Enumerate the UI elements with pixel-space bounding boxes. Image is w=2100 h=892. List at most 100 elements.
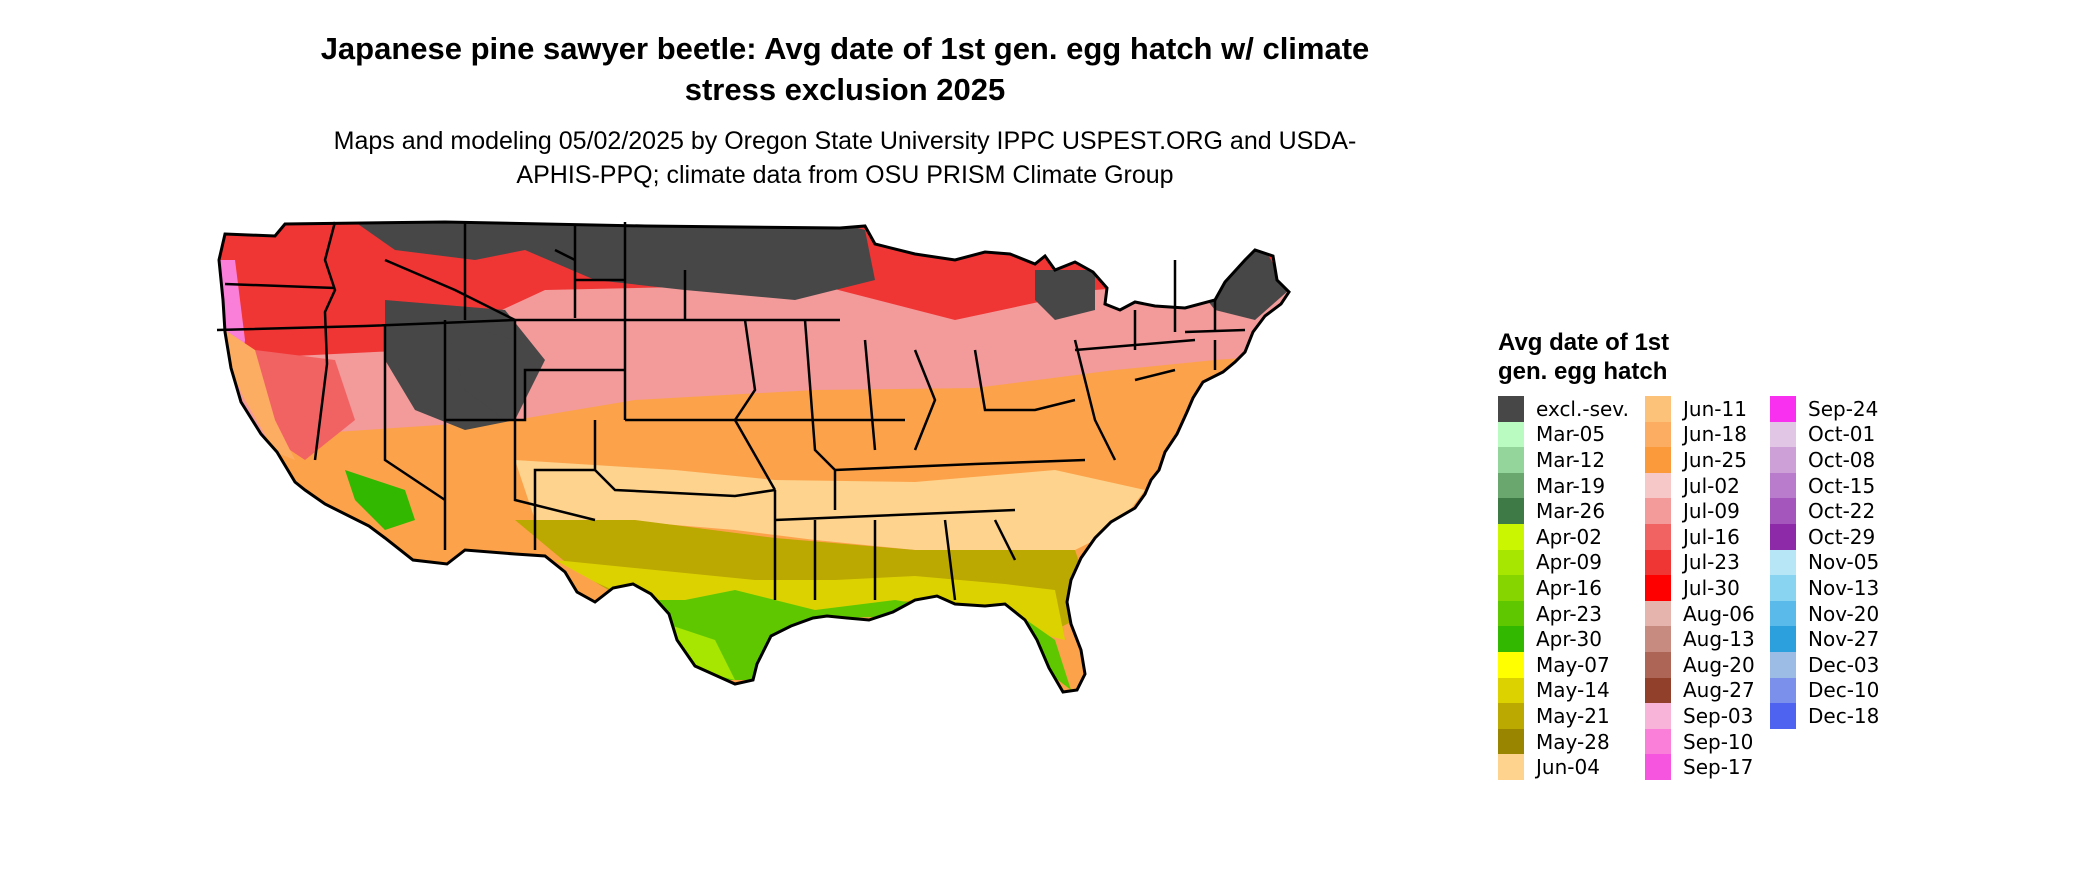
legend-item: May-21 xyxy=(1498,703,1645,729)
legend-swatch xyxy=(1770,600,1796,627)
legend-item: Nov-13 xyxy=(1770,575,1895,601)
legend-label: excl.-sev. xyxy=(1536,396,1629,421)
legend-swatch xyxy=(1645,600,1671,627)
legend-swatch xyxy=(1645,421,1671,448)
map-subtitle: Maps and modeling 05/02/2025 by Oregon S… xyxy=(333,127,1357,189)
legend-label: May-14 xyxy=(1536,678,1610,703)
legend-item: Dec-10 xyxy=(1770,677,1895,704)
legend-item: Jul-23 xyxy=(1645,549,1770,576)
legend-swatch xyxy=(1770,421,1796,448)
legend-swatch xyxy=(1770,472,1796,499)
legend-item: Oct-01 xyxy=(1770,421,1895,448)
legend-label: Nov-27 xyxy=(1808,627,1880,652)
legend-label: Jul-23 xyxy=(1683,550,1740,575)
legend-label: Nov-13 xyxy=(1808,575,1880,600)
legend-label: Apr-30 xyxy=(1536,627,1602,652)
legend-item: May-07 xyxy=(1498,651,1645,678)
legend-title: Avg date of 1st gen. egg hatch xyxy=(1498,329,1670,385)
legend-swatch xyxy=(1770,703,1796,729)
legend-item: May-28 xyxy=(1498,728,1645,755)
legend-swatch xyxy=(1645,651,1671,678)
legend-label: Aug-13 xyxy=(1683,627,1755,652)
legend-swatch xyxy=(1498,447,1524,473)
legend-item: Mar-26 xyxy=(1498,498,1645,524)
legend-item: Jul-16 xyxy=(1645,523,1770,550)
legend-swatch xyxy=(1645,703,1671,729)
legend-swatch xyxy=(1498,472,1524,499)
legend-swatch xyxy=(1645,626,1671,652)
legend-label: May-21 xyxy=(1536,703,1610,728)
legend-item: Oct-08 xyxy=(1770,447,1895,473)
legend-swatch xyxy=(1645,677,1671,704)
legend-label: Nov-05 xyxy=(1808,550,1880,575)
legend-label: May-07 xyxy=(1536,652,1610,677)
legend-label: Sep-17 xyxy=(1683,755,1754,780)
legend-item: Dec-18 xyxy=(1770,703,1895,729)
legend-item: Aug-06 xyxy=(1645,600,1770,627)
legend-item: Sep-24 xyxy=(1770,396,1895,422)
legend-swatch xyxy=(1645,575,1671,601)
legend-item: Jul-09 xyxy=(1645,498,1770,524)
legend-label: Jun-11 xyxy=(1683,396,1747,421)
legend-swatch xyxy=(1498,396,1524,422)
legend-swatch xyxy=(1770,396,1796,422)
legend-swatch xyxy=(1498,498,1524,524)
legend-label: Nov-20 xyxy=(1808,601,1880,626)
legend-swatch xyxy=(1645,728,1671,755)
legend-item: Sep-10 xyxy=(1645,728,1770,755)
legend-label: Dec-18 xyxy=(1808,703,1880,728)
legend-swatch xyxy=(1770,498,1796,524)
legend-label: Apr-23 xyxy=(1536,601,1602,626)
legend-swatch xyxy=(1498,677,1524,704)
legend-label: Sep-24 xyxy=(1808,396,1879,421)
legend-swatch xyxy=(1645,472,1671,499)
legend-item: Aug-27 xyxy=(1645,677,1770,704)
legend-item: Mar-05 xyxy=(1498,421,1645,448)
legend-label: Sep-03 xyxy=(1683,703,1754,728)
legend-label: Mar-12 xyxy=(1536,447,1606,472)
legend-label: Jul-02 xyxy=(1683,473,1740,498)
legend-item: Apr-02 xyxy=(1498,523,1645,550)
legend-label: May-28 xyxy=(1536,729,1610,754)
legend-item: Sep-17 xyxy=(1645,754,1770,780)
legend-item: Nov-05 xyxy=(1770,549,1895,576)
legend-item: Apr-23 xyxy=(1498,600,1645,627)
legend-label: Jul-30 xyxy=(1683,575,1740,600)
legend-swatch xyxy=(1645,498,1671,524)
legend-item: Sep-03 xyxy=(1645,703,1770,729)
legend-item: Jun-04 xyxy=(1498,754,1645,780)
map-title: Japanese pine sawyer beetle: Avg date of… xyxy=(320,31,1370,107)
legend-swatch xyxy=(1498,523,1524,550)
legend-item: May-14 xyxy=(1498,677,1645,704)
legend-label: Apr-02 xyxy=(1536,524,1602,549)
legend-swatch xyxy=(1498,728,1524,755)
legend-label: Apr-09 xyxy=(1536,550,1602,575)
legend-swatch xyxy=(1645,523,1671,550)
legend-item: Mar-12 xyxy=(1498,447,1645,473)
legend-item: Mar-19 xyxy=(1498,472,1645,499)
legend-swatch xyxy=(1770,523,1796,550)
legend-column-2: Jun-11 Jun-18 Jun-25 Jul-02 Jul-09 Jul-1… xyxy=(1645,396,1770,780)
legend-label: Oct-01 xyxy=(1808,422,1876,447)
legend-label: Oct-15 xyxy=(1808,473,1876,498)
legend-swatch xyxy=(1498,575,1524,601)
legend-swatch xyxy=(1645,447,1671,473)
legend-swatch xyxy=(1498,421,1524,448)
legend-label: Dec-03 xyxy=(1808,652,1880,677)
legend-item: Aug-13 xyxy=(1645,626,1770,652)
legend-swatch xyxy=(1770,677,1796,704)
legend-swatch xyxy=(1770,575,1796,601)
legend-item: Apr-30 xyxy=(1498,626,1645,652)
legend-item: Apr-09 xyxy=(1498,549,1645,576)
legend-label: Mar-05 xyxy=(1536,422,1606,447)
legend-swatch xyxy=(1498,626,1524,652)
legend-label: Aug-27 xyxy=(1683,678,1755,703)
legend-label: Sep-10 xyxy=(1683,729,1754,754)
legend-item: excl.-sev. xyxy=(1498,396,1645,422)
legend-label: Dec-10 xyxy=(1808,678,1880,703)
legend-item: Jun-25 xyxy=(1645,447,1770,473)
legend-item: Jul-30 xyxy=(1645,575,1770,601)
legend-swatch xyxy=(1645,396,1671,422)
legend-swatch xyxy=(1498,651,1524,678)
legend-label: Oct-29 xyxy=(1808,524,1876,549)
